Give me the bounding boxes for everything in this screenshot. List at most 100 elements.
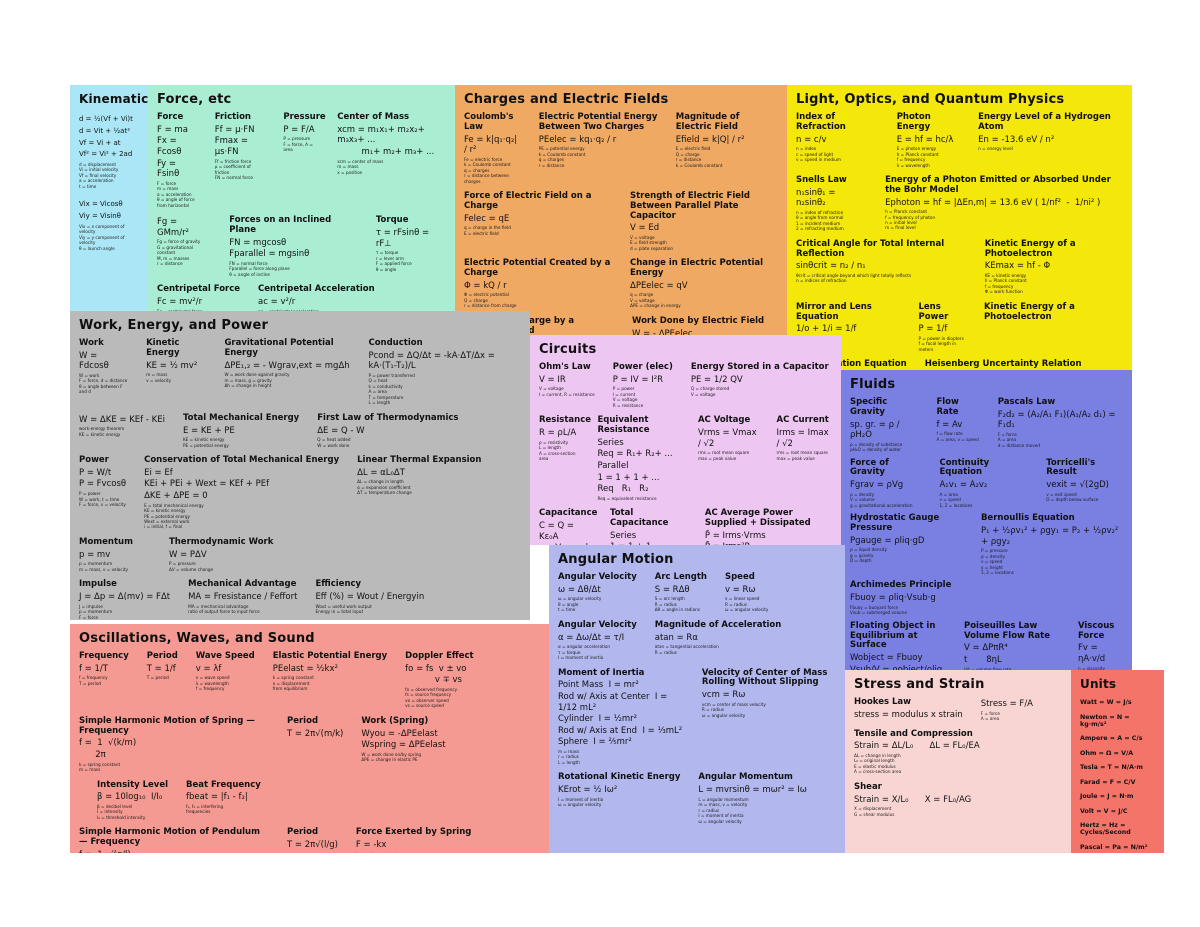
- formula-heading: Conservation of Total Mechanical Energy: [144, 455, 340, 466]
- formula: P̄ = Irms·Vrms: [704, 530, 766, 541]
- unit-item: Ampere = A = C/s: [1080, 735, 1143, 742]
- formula: W = ΔKE = KEf - KEi: [79, 414, 165, 425]
- formula-group: Moment of Inertia Point Mass I = mr² Rod w…: [558, 668, 684, 766]
- formula: sp. gr. = ρ / ρH₂O: [850, 419, 903, 441]
- formula: S = RΔθ: [654, 584, 690, 595]
- formula-note: ΔT = temperature change: [357, 490, 412, 496]
- formula-note: q = charges: [464, 167, 490, 173]
- formula-row: Index of Refraction n = c/v n = index c = s…: [796, 112, 1123, 168]
- formula-note: h = Planck constant: [984, 278, 1027, 284]
- formula-note: ac = centripetal acceleration: [258, 309, 375, 311]
- formula: ΔL = αL₀ΔT: [357, 467, 405, 478]
- formula-note: D = depth: [850, 558, 872, 564]
- formula-heading: AC Voltage: [697, 415, 751, 426]
- formula-group: W = ΔKE = KEf - KEi work-energy theorem KE…: [79, 414, 165, 438]
- formula: f = 1 √(g/l): [79, 850, 269, 853]
- formula: p = mv: [79, 549, 111, 560]
- formula-group: Centripetal Force Fc = mv²/rFc = centripe…: [157, 285, 240, 311]
- formula-heading: Specific Gravity: [850, 397, 888, 417]
- formula: Strain = X/L₀ X = FL₀/AG: [854, 794, 972, 805]
- formula-heading: Arc Length: [654, 572, 707, 582]
- formula-note: Fparallel = force along plane: [229, 266, 290, 272]
- formula-note: v = velocity: [146, 377, 172, 383]
- formula-group: Poiseuilles Law Volume Flow Rate V = ΔPπR…: [964, 621, 1060, 670]
- formula-note: r = lever arm: [375, 255, 404, 261]
- formula-row: Hookes Law stress = modulus x strain Stres…: [854, 697, 1062, 722]
- formula-note: D = depth below surface: [1046, 497, 1099, 503]
- formula-note: KE = kinetic energy: [984, 272, 1027, 278]
- formula-heading: Flow Rate: [936, 397, 959, 417]
- formula-note: t = time: [558, 607, 576, 613]
- formula: Cylinder I = ½mr²: [558, 714, 638, 725]
- formula: Vsub/V = ρobject/ρliq: [850, 664, 943, 670]
- formula-group: Change in Electric Potential Energy ΔPEel…: [630, 259, 778, 309]
- formula-note: τ = torque: [558, 649, 581, 655]
- formula-group: AC Current Irms = Imax / √2 rms = root mea…: [777, 415, 832, 461]
- formula: P = Fvcosθ: [79, 479, 127, 490]
- formula-group: Total CapacitanceSeries1 = 1 + 1 ...Cs C…: [610, 509, 687, 545]
- formula: Wspring = ΔPEelast: [361, 740, 446, 751]
- formula-note: L = length: [539, 445, 561, 451]
- formula-note: θcrit = critical angle beyond which ligh…: [796, 272, 912, 278]
- formula: Ff = μ·FN: [214, 124, 255, 135]
- formula-group: Forces on an Inclined Plane FN = mgcosθ Fp…: [229, 215, 358, 277]
- formula-note: P = pressure: [283, 136, 311, 142]
- formula-note: r = distance from charge: [464, 303, 517, 309]
- formula: Efield = k|Q| / r²: [675, 134, 745, 145]
- formula-group: Centripetal Acceleration ac = v²/rac = ce…: [258, 285, 375, 311]
- formula-note: θ = angle of incline: [229, 271, 270, 277]
- formula-row: Moment of Inertia Point Mass I = mr² Rod w…: [558, 668, 836, 766]
- formula-note: W = work done against gravity: [224, 372, 290, 378]
- formula-note: η = viscosity: [1077, 665, 1105, 670]
- unit-item: Pascal = Pa = N/m²: [1080, 843, 1148, 851]
- formula-heading: Wave Speed: [195, 651, 255, 661]
- formula-group: Conservation of Total Mechanical Energy E…: [144, 455, 340, 530]
- formula-heading: Efficiency: [315, 579, 362, 590]
- formula-note: R = radius: [654, 649, 677, 655]
- formula: A₁v₁ = A₂v₂: [939, 480, 988, 491]
- formula-heading: Continuity Equation: [939, 457, 990, 478]
- formula-group: Kinetic Energy of a Photoelectron: [984, 302, 1123, 325]
- formula-note: MA = mechanical advantage: [188, 603, 249, 609]
- formula-heading: Centripetal Force: [157, 284, 241, 295]
- formula-row: Electric Potential Created by a Charge Φ …: [464, 259, 778, 309]
- formula-group: Shear Strain = X/L₀ X = FL₀/AG X = displac…: [854, 782, 972, 817]
- formula-note: r = radius: [698, 807, 720, 813]
- formula-note: xcm = center of mass: [337, 158, 384, 164]
- formula: Rod w/ Axis at End I = ⅓mL²: [558, 725, 683, 736]
- formula-note: L = angular momentum: [698, 796, 749, 802]
- formula-note: M, m = masses: [157, 255, 190, 261]
- formula-heading: Magnification Equation: [796, 359, 907, 370]
- formula-note: r = distance: [157, 261, 183, 267]
- formula-note: P = power in diopters: [918, 335, 964, 341]
- formula-heading: Conduction: [368, 338, 423, 348]
- formula-note: P = pressure: [168, 561, 196, 567]
- formula-note: E = electric field: [675, 146, 711, 152]
- formula-heading: Kinetic Energy of a Photoelectron: [984, 238, 1076, 259]
- formula-heading: Coulomb's Law: [464, 112, 514, 132]
- formula-note: q = charges: [538, 157, 565, 163]
- formula-group: AC Voltage Vrms = Vmax / √2 rms = root mea…: [697, 415, 759, 461]
- formula-group: Torque τ = rFsinθ = rF⊥ τ = torque r = leve…: [375, 215, 446, 272]
- formula-note: W = work done: [317, 442, 350, 448]
- formula-row: d = ½(Vf + Vi)t d = Vit + ½at² Vf = Vi + a…: [79, 112, 139, 189]
- formula-note: L = length: [368, 400, 391, 406]
- formula-note: n = index of refraction: [796, 209, 844, 215]
- formula-group: Kinetic Energy KE = ½ mv² m = mass v = velo…: [146, 338, 206, 383]
- formula-heading: Total Capacitance: [610, 508, 669, 529]
- formula-heading: Mechanical Advantage: [188, 579, 297, 590]
- formula-heading: Angular Momentum: [698, 772, 793, 783]
- formula-note: I = current, R = resistance: [539, 391, 595, 397]
- formula-row: Archimedes Principle Fbuoy = ρliq·Vsub·g F…: [850, 581, 1123, 616]
- formula-note: P = pressure: [980, 548, 1008, 554]
- formula-heading: Impulse: [79, 579, 117, 590]
- formula: Fy = Fsinθ: [157, 158, 180, 180]
- formula-heading: Force Exerted by Spring: [355, 827, 472, 838]
- formula-note: a = acceleration: [157, 191, 192, 197]
- formula: Fc = mv²/r: [157, 297, 203, 308]
- formula-note: ρ = resistivity: [539, 439, 569, 445]
- formula-note: x = displacement: [272, 680, 310, 686]
- formula: V = Ed: [630, 223, 660, 234]
